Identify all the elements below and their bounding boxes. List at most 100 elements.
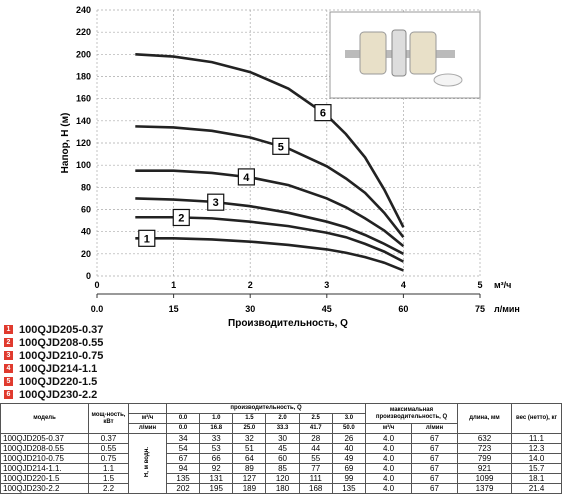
table-header-row: м³/ч 0.0 1.0 1.5 2.0 2.5 3.0: [1, 413, 562, 424]
table-cell: 135: [165, 473, 201, 484]
table-cell: 135: [331, 483, 367, 494]
table-cell: 94: [165, 463, 201, 474]
table-row: 100QJD210-0.75 0.75 67 66 64 60 55 49 4.0 67 799 14…: [0, 453, 562, 464]
table-cell: 111: [298, 473, 333, 484]
table-cell: 26: [331, 433, 367, 444]
table-cell: 1.5: [232, 413, 267, 424]
curve-label-box: [138, 229, 156, 247]
table-cell: 0.37: [88, 433, 129, 444]
table-cell: 1.5: [88, 473, 129, 484]
table-cell: 25.0: [232, 423, 267, 434]
legend-icon: 6: [4, 390, 13, 399]
spec-table: модель мощ-ность, кВт производительность, …: [0, 403, 562, 494]
head-unit: Н, м водн.: [144, 447, 150, 478]
table-cell: 89: [232, 463, 267, 474]
table-row: 100QJD230-2.2 2.2 202 195 189 180 168 135 4.0 67 1…: [0, 483, 562, 494]
table-cell: мощ-ность, кВт: [88, 403, 129, 434]
x2-tick-label: 60: [398, 304, 408, 314]
legend-item: 1 100QJD205-0.37: [4, 323, 103, 336]
x-tick-label: 5: [477, 280, 482, 290]
table-cell: 34: [165, 433, 201, 444]
curve-label: 5: [278, 141, 284, 153]
table-cell: 14.0: [511, 453, 562, 464]
legend-item: 6 100QJD230-2.2: [4, 388, 103, 401]
y-axis-label: Напор, Н (м): [60, 113, 71, 174]
y-tick-label: 0: [86, 271, 91, 281]
table-cell: 921: [457, 463, 512, 474]
table-cell: 15.7: [511, 463, 562, 474]
y-tick-label: 40: [81, 227, 91, 237]
table-cell: максимальная производительность, Q: [365, 403, 458, 424]
table-cell: м³/ч: [365, 423, 412, 434]
x2-tick-label: 15: [169, 304, 179, 314]
curve-label: 3: [213, 197, 219, 209]
table-cell: л/мин: [128, 423, 167, 434]
table-cell: 45: [265, 443, 300, 454]
curve-label-box: [207, 193, 225, 211]
curve-label: 2: [178, 212, 184, 224]
table-cell: вес (нетто), кг: [511, 403, 562, 434]
curve: [135, 197, 405, 255]
curve-label-box: [272, 137, 290, 155]
curve-label: 4: [243, 172, 250, 184]
table-cell: 40: [331, 443, 367, 454]
table-cell: 12.3: [511, 443, 562, 454]
table-cell: 66: [199, 453, 234, 464]
table-cell: 33.3: [265, 423, 300, 434]
table-cell: 4.0: [365, 433, 412, 444]
table-cell: 4.0: [365, 463, 412, 474]
legend-item: 2 100QJD208-0.55: [4, 336, 103, 349]
table-cell: [128, 403, 167, 414]
x2-tick-label: 0.0: [91, 304, 104, 314]
table-cell: 0.0: [165, 423, 201, 434]
table-cell: 55: [298, 453, 333, 464]
table-cell: 28: [298, 433, 333, 444]
table-cell: 67: [411, 443, 458, 454]
x-tick-label: 2: [248, 280, 253, 290]
table-cell: 4.0: [365, 453, 412, 464]
legend-item: 5 100QJD220-1.5: [4, 375, 103, 388]
table-row: 100QJD220-1.5 1.5 135 131 127 120 111 99 4.0 67 10…: [0, 473, 562, 484]
legend-item: 3 100QJD210-0.75: [4, 349, 103, 362]
table-cell: м³/ч: [128, 413, 167, 424]
table-cell: 16.8: [199, 423, 234, 434]
table-cell: 2.5: [298, 413, 333, 424]
table-cell: 0.75: [88, 453, 129, 464]
x-tick-label: 3: [324, 280, 329, 290]
table-cell: 1.0: [199, 413, 234, 424]
y-tick-label: 160: [76, 94, 91, 104]
table-cell: 49: [331, 453, 367, 464]
curve: [135, 215, 405, 263]
table-cell: 632: [457, 433, 512, 444]
table-cell: 33: [199, 433, 234, 444]
table-row: 100QJD208-0.55 0.55 54 53 51 45 44 40 4.0 67 723 12…: [0, 443, 562, 454]
curve-label-box: [237, 168, 255, 186]
legend-icon: 5: [4, 377, 13, 386]
y-tick-label: 140: [76, 116, 91, 126]
table-cell: 202: [165, 483, 201, 494]
legend-icon: 4: [4, 364, 13, 373]
curve-label: 1: [144, 233, 150, 245]
table-cell: 64: [232, 453, 267, 464]
table-cell: 32: [232, 433, 267, 444]
curve-label-box: [314, 104, 332, 122]
product-photo: [329, 11, 481, 99]
table-cell: 100QJD205-0.37: [0, 433, 89, 444]
legend-label: 100QJD205-0.37: [19, 323, 104, 336]
table-cell: 77: [298, 463, 333, 474]
table-cell: Н, м водн.: [128, 433, 167, 494]
table-cell: 100QJD214-1.1.: [0, 463, 89, 474]
table-cell: 131: [199, 473, 234, 484]
table-cell: 60: [265, 453, 300, 464]
legend-label: 100QJD220-1.5: [19, 375, 98, 388]
legend-item: 4 100QJD214-1.1: [4, 362, 103, 375]
table-cell: 99: [331, 473, 367, 484]
table-cell: 168: [298, 483, 333, 494]
table-cell: 180: [265, 483, 300, 494]
y-tick-label: 80: [81, 182, 91, 192]
table-cell: 50.0: [331, 423, 367, 434]
curve-label: 6: [320, 108, 326, 120]
table-cell: 2.0: [265, 413, 300, 424]
table-cell: длина, мм: [457, 403, 512, 434]
